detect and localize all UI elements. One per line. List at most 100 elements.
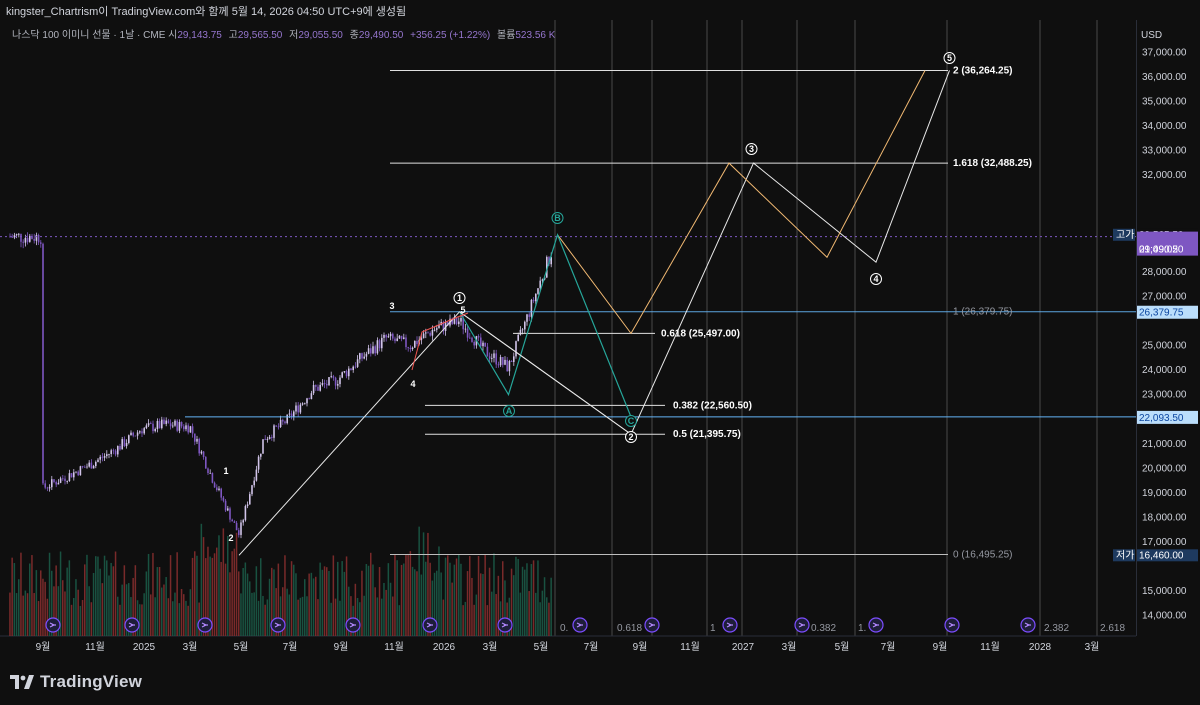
candle-body [213,482,216,488]
price-tick-label: 34,000.00 [1142,121,1187,132]
volume-bar [106,560,108,636]
candle-body [84,466,86,468]
candle-body [68,473,71,482]
candle-body [59,478,62,483]
volume-bar [112,566,115,636]
candle-body [205,457,207,469]
time-tick-label: 11월 [980,641,1000,653]
price-tick-label: 17,000.00 [1142,537,1187,548]
candle-body [502,357,504,365]
candle-body [508,361,511,372]
candle-body [251,485,253,495]
candle-body [367,348,370,354]
volume-bar [299,597,302,636]
volume-bar [400,564,403,636]
volume-bar [134,565,137,636]
price-axis-panel[interactable] [1136,20,1200,636]
candle-body [114,450,117,455]
candle-body [24,237,27,243]
volume-bar [205,558,207,636]
volume-bar [202,537,205,636]
candle-body [451,318,453,324]
volume-bar [154,597,156,636]
volume-bar [466,571,469,636]
candle-body [207,468,209,474]
volume-bar [196,555,198,636]
candle-body [136,432,139,436]
volume-bar [48,552,51,636]
candle-body [455,317,458,325]
time-tick-label: 3월 [483,641,498,653]
low-tag-label: 저가 [1116,549,1134,561]
volume-bar [37,601,40,636]
volume-bar [431,580,434,636]
candle-body [398,335,401,339]
volume-bar [277,563,280,636]
candle-body [411,347,414,350]
candle-body [491,357,493,359]
candle-body [218,488,220,490]
volume-bar [59,551,62,636]
sub-wave-path [411,312,469,371]
candle-body [185,425,187,430]
candle-body [75,471,77,473]
volume-bar [235,532,238,636]
volume-bar [376,597,379,636]
candle-body [194,433,196,442]
fib-label-0: 0 (16,495.25) [953,549,1013,560]
volume-bar [220,561,222,636]
volume-bar [449,562,451,636]
volume-bar [18,579,20,636]
time-tick-label: 2026 [433,642,456,653]
volume-bar [295,573,297,636]
candle-body [154,429,156,432]
volume-bar [319,562,321,636]
high-label: 고 [228,30,238,41]
volume-bar [139,604,141,636]
candle-body [260,453,262,457]
wave-label-5-circle [943,52,956,64]
candle-body [284,421,286,424]
volume-bar [416,571,418,636]
high-tag-label: 고가 [1116,229,1134,241]
candle-body [414,340,416,348]
volume-bar [398,605,401,636]
volume-bar [334,598,337,636]
candle-body [97,459,99,462]
wave-label-2-circle [625,431,637,443]
wave-label-1-circle [453,292,466,304]
candle-body [70,473,73,478]
volume-bar [477,556,480,636]
candle-body [183,426,185,430]
volume-bar [315,576,317,636]
candle-body [387,336,390,338]
event-arrow-icon [726,622,733,628]
volume-bar [339,600,341,636]
volume-bar [75,579,77,636]
fib-label-2: 2 (36,264.25) [953,65,1013,76]
volume-bar [266,599,269,636]
volume-bar [246,573,249,636]
volume-bar [343,571,346,636]
low-label: 저 [289,30,299,41]
candle-body [345,371,348,377]
volume-bar [40,570,42,636]
candle-body [134,435,137,437]
candle-body [240,522,242,535]
volume-bar [425,561,427,636]
volume-bar [436,570,438,636]
event-arrow-icon [128,622,135,628]
volume-bar [180,589,183,636]
symbol-title[interactable]: 나스닥 100 이미니 선물 · 1날 · CME [12,30,166,41]
candle-body [33,238,35,241]
candle-body [196,438,198,442]
volume-bar [541,590,544,636]
candle-body [37,234,40,243]
candle-body [385,334,387,338]
candle-body [394,338,396,342]
candle-body [493,353,495,358]
currency-label[interactable]: USD [1141,30,1163,41]
candle-body [13,235,16,238]
candle-body [546,257,548,278]
